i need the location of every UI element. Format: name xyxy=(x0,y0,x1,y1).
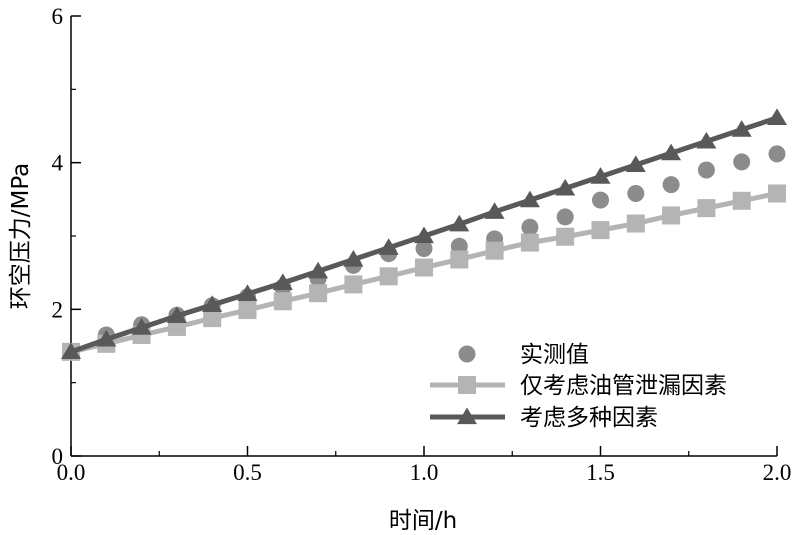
legend-marker-circle xyxy=(458,345,476,363)
data-point-triangle xyxy=(237,284,258,302)
data-point-circle xyxy=(556,208,574,226)
data-point-triangle xyxy=(343,249,364,267)
data-point-square xyxy=(520,233,539,252)
data-point-square xyxy=(732,191,751,210)
data-point-square xyxy=(768,184,786,203)
x-tick-label: 0.5 xyxy=(233,460,262,485)
x-tick-label: 1.5 xyxy=(586,460,615,485)
data-point-triangle xyxy=(131,318,152,335)
data-point-circle xyxy=(733,153,751,171)
data-point-triangle xyxy=(696,131,717,149)
data-point-square xyxy=(415,258,433,277)
data-point-circle xyxy=(768,145,786,163)
data-point-square xyxy=(662,206,681,225)
data-point-square xyxy=(485,241,504,260)
data-point-triangle xyxy=(590,167,611,184)
data-point-triangle xyxy=(661,143,682,161)
data-point-square xyxy=(556,227,575,246)
legend-item: 仅考虑油管泄漏因素 xyxy=(430,373,727,399)
data-point-circle xyxy=(627,184,645,202)
legend-marker-triangle xyxy=(457,407,477,425)
data-point-square xyxy=(626,214,645,233)
data-point-circle xyxy=(521,218,539,236)
data-point-triangle xyxy=(202,295,223,313)
data-point-triangle xyxy=(61,342,81,359)
data-point-square xyxy=(591,221,610,240)
data-point-triangle xyxy=(308,261,329,279)
data-point-triangle xyxy=(449,214,470,232)
data-point-triangle xyxy=(767,108,787,126)
legend-item: 实测值 xyxy=(458,342,589,368)
data-point-triangle xyxy=(625,155,646,172)
data-point-circle xyxy=(415,239,433,257)
legend-label: 实测值 xyxy=(520,342,589,368)
series-square xyxy=(62,184,786,361)
data-point-triangle xyxy=(519,190,540,208)
y-tick-label: 6 xyxy=(52,4,64,29)
data-point-square xyxy=(238,301,257,320)
data-point-circle xyxy=(662,176,680,194)
x-axis-title: 时间/h xyxy=(389,508,457,534)
x-tick-label: 0.0 xyxy=(57,460,86,485)
data-point-triangle xyxy=(96,329,117,347)
legend-marker-square xyxy=(458,376,476,394)
y-tick-label: 2 xyxy=(52,297,64,322)
y-tick-label: 0 xyxy=(52,444,64,469)
data-point-triangle xyxy=(378,238,399,255)
data-point-circle xyxy=(592,191,609,209)
data-point-triangle xyxy=(484,202,505,219)
data-point-square xyxy=(273,292,292,311)
data-point-square xyxy=(309,284,328,303)
data-point-circle xyxy=(697,161,715,179)
y-axis-title: 环空压力/MPa xyxy=(8,163,34,310)
y-tick-label: 4 xyxy=(52,151,64,176)
x-tick-label: 1.0 xyxy=(410,460,439,485)
data-point-square xyxy=(697,199,716,218)
legend-label: 仅考虑油管泄漏因素 xyxy=(520,373,727,399)
series-layer xyxy=(61,108,787,361)
series-triangle xyxy=(61,108,787,359)
data-point-square xyxy=(203,309,222,328)
legend-label: 考虑多种因素 xyxy=(520,405,658,431)
data-point-square xyxy=(450,250,469,269)
data-point-triangle xyxy=(555,178,576,196)
x-tick-label: 2.0 xyxy=(763,460,792,485)
data-point-triangle xyxy=(166,306,187,324)
data-point-square xyxy=(379,267,398,286)
data-point-triangle xyxy=(414,226,434,244)
axes: 0.0 0.5 1.0 1.5 2.0 0 2 4 6 xyxy=(52,4,792,485)
data-point-triangle xyxy=(731,120,752,137)
data-point-square xyxy=(344,275,363,294)
data-point-triangle xyxy=(272,273,293,291)
legend-item: 考虑多种因素 xyxy=(430,405,658,431)
